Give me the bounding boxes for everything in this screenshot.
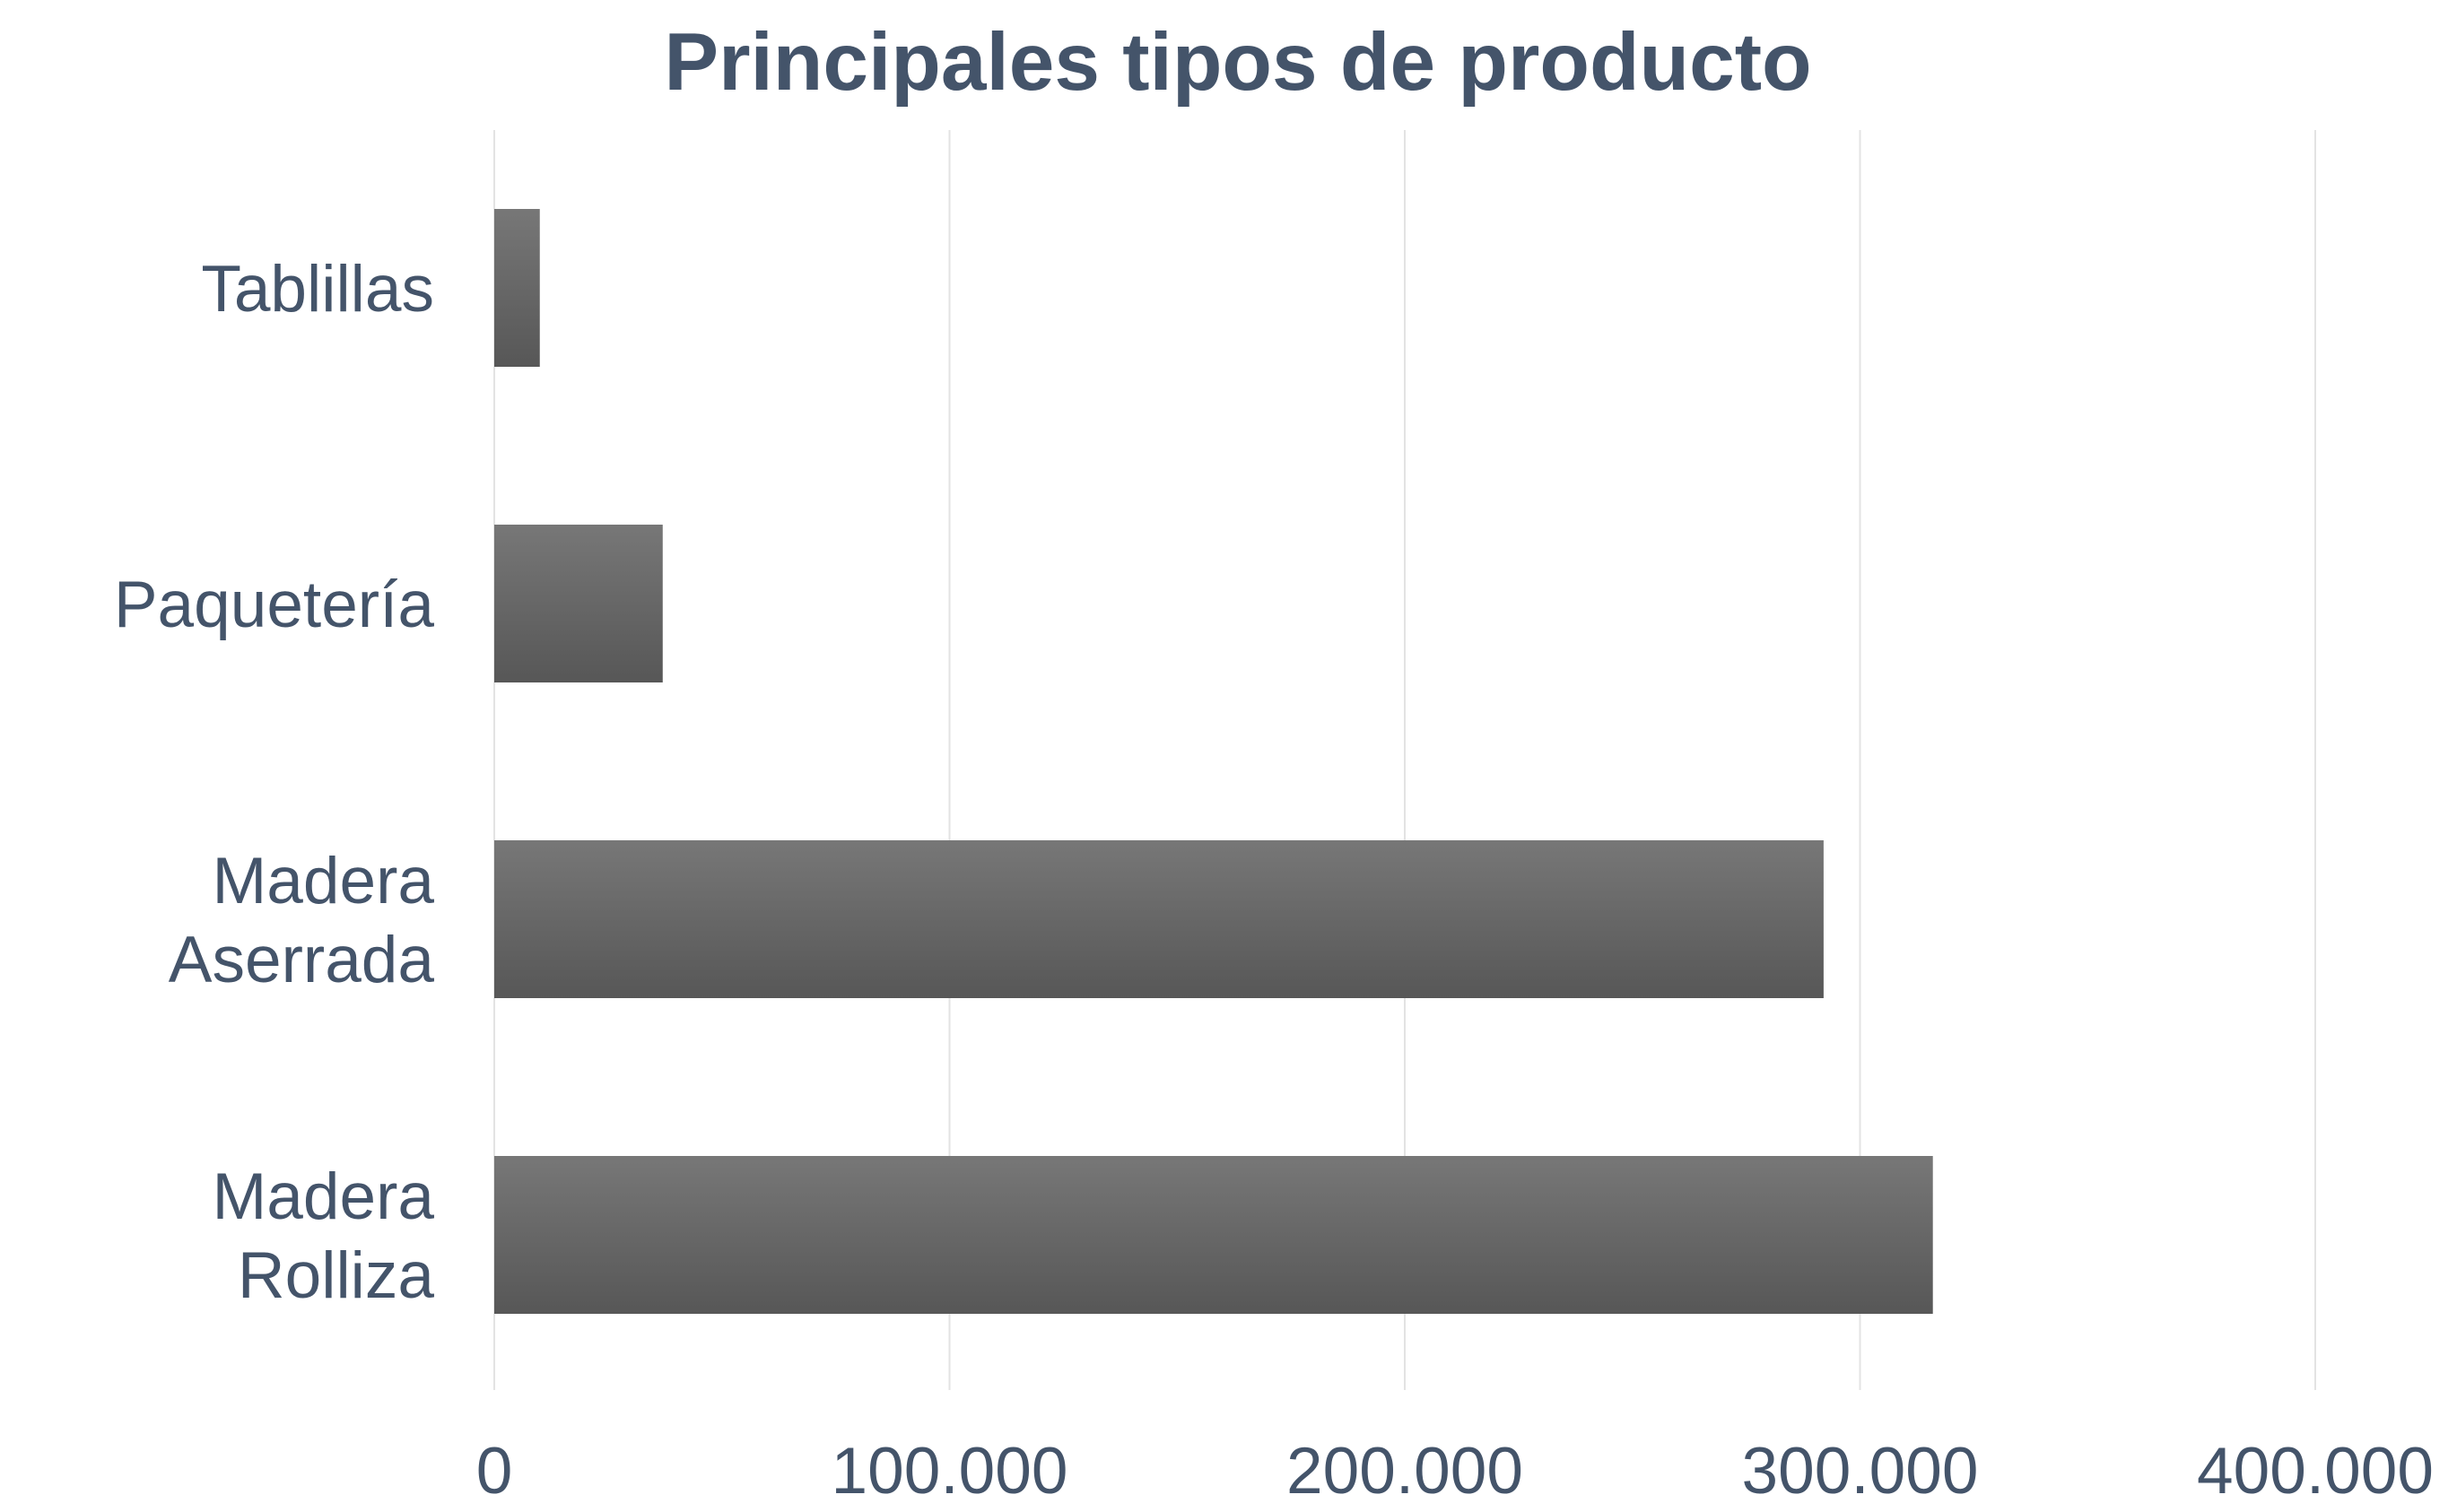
chart-title: Principales tipos de producto xyxy=(664,17,1811,108)
x-tick-label: 200.000 xyxy=(1286,1435,1523,1508)
category-label: Tablillas xyxy=(201,253,434,326)
x-tick-label: 400.000 xyxy=(2197,1435,2434,1508)
category-label: Paquetería xyxy=(114,569,435,641)
bar xyxy=(494,1156,1933,1314)
category-label: Madera Aserrada xyxy=(169,845,435,996)
bars xyxy=(494,209,1933,1314)
bar xyxy=(494,840,1824,998)
x-tick-label: 0 xyxy=(476,1435,513,1508)
x-tick-label: 300.000 xyxy=(1742,1435,1979,1508)
bar xyxy=(494,525,663,682)
x-axis-tick-labels: 0 100.000 200.000 300.000 400.000 xyxy=(476,1435,2434,1508)
category-label: Madera Rolliza xyxy=(212,1160,434,1312)
x-tick-label: 100.000 xyxy=(832,1435,1068,1508)
category-labels: Tablillas Paquetería Madera Aserrada Madera R… xyxy=(114,253,435,1312)
bar xyxy=(494,209,540,367)
